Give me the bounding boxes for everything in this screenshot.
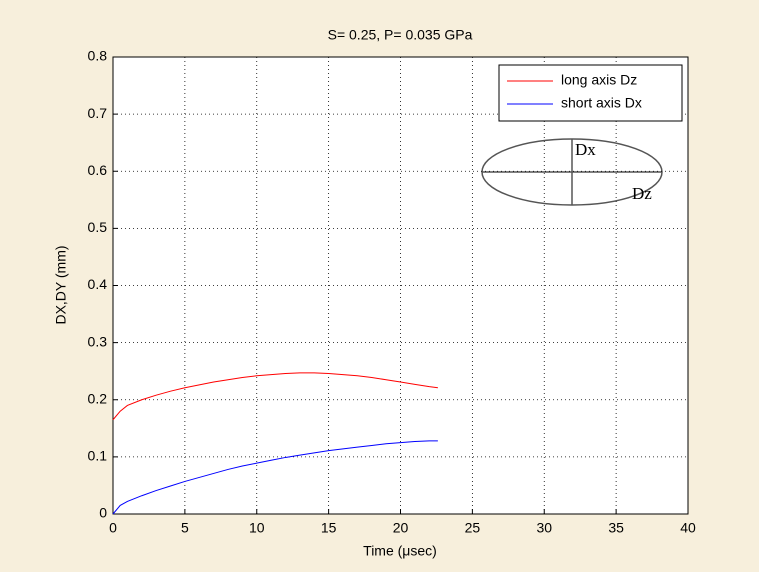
legend-label: long axis Dz [561,72,637,88]
inset-diagram [481,138,663,206]
y-tick-label: 0.5 [88,219,108,235]
x-tick-label: 0 [109,520,117,536]
x-tick-label: 35 [608,520,624,536]
axes-box [112,56,689,515]
x-axis-label: Time (μsec) [363,543,437,559]
y-tick-label: 0.6 [88,162,108,178]
y-tick-label: 0.4 [88,276,108,292]
y-axis-label: DX,DY (mm) [53,245,69,324]
legend-box [498,64,683,122]
x-tick-label: 25 [465,520,481,536]
y-tick-label: 0.7 [88,105,108,121]
data-line [112,372,438,421]
y-tick-label: 0.3 [88,333,108,349]
y-tick-label: 0.8 [88,48,108,64]
data-line [112,440,438,515]
y-tick-label: 0.2 [88,390,108,406]
chart-title: S= 0.25, P= 0.035 GPa [328,27,473,43]
x-tick-label: 40 [680,520,696,536]
x-tick-label: 15 [321,520,337,536]
x-tick-label: 30 [536,520,552,536]
y-tick-label: 0 [99,505,107,521]
inset-label: Dz [632,184,652,203]
x-tick-label: 10 [249,520,265,536]
x-tick-label: 5 [181,520,189,536]
inset-label: Dx [575,140,596,159]
x-tick-label: 20 [393,520,409,536]
y-tick-label: 0.1 [88,448,108,464]
legend-label: short axis Dx [561,95,642,111]
